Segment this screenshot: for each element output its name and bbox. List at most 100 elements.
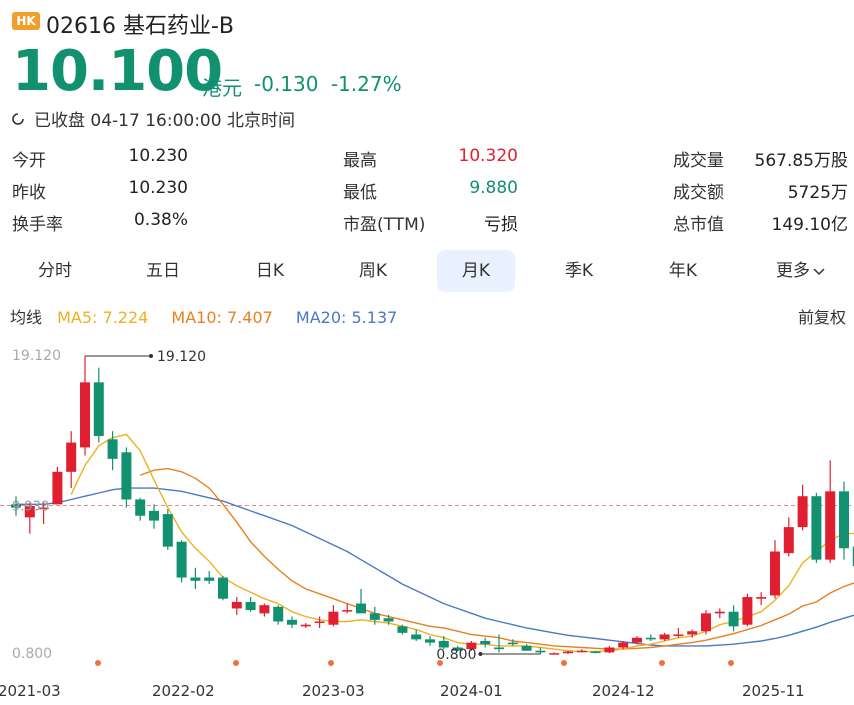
candle xyxy=(507,639,518,646)
candle xyxy=(383,614,394,625)
event-marker-dot xyxy=(437,660,443,666)
stat-label-market-cap: 总市值 xyxy=(673,215,724,235)
candle xyxy=(425,636,435,646)
stat-label-open: 今开 xyxy=(12,151,46,171)
candle xyxy=(259,603,270,617)
stat-label-low: 最低 xyxy=(343,183,377,203)
candle xyxy=(245,597,256,612)
candle-body xyxy=(494,647,504,650)
candle xyxy=(714,608,725,619)
candle xyxy=(38,501,49,524)
tab-five-day[interactable]: 五日 xyxy=(146,261,180,281)
x-tick-label: 2024-12 xyxy=(592,682,655,700)
tab-weekly-k[interactable]: 周K xyxy=(358,261,388,281)
candle-body xyxy=(797,496,808,528)
max-marker-dot xyxy=(149,354,153,358)
last-price-label: 9.930 xyxy=(12,499,49,514)
candle xyxy=(314,616,325,628)
min-marker-dot xyxy=(478,652,483,656)
candle-body xyxy=(356,603,366,614)
stat-value-high: 10.320 xyxy=(458,146,518,166)
change-value: -0.130 xyxy=(254,72,319,96)
candle-body xyxy=(811,496,822,560)
candle xyxy=(770,540,780,599)
tab-daily-k[interactable]: 日K xyxy=(255,261,285,281)
candle xyxy=(190,567,201,589)
candle xyxy=(618,640,629,650)
event-marker-dot xyxy=(728,660,734,666)
candlestick-chart[interactable]: 19.120 0.800 9.930 19.120 0.800 2021-03 2022-… xyxy=(0,336,854,705)
candle xyxy=(659,632,670,641)
candle-body xyxy=(783,527,794,554)
stat-label-turnover: 成交额 xyxy=(673,183,724,203)
stock-title: 02616 基石药业-B xyxy=(46,14,235,39)
candle xyxy=(632,636,642,645)
ma10-legend: MA10: 7.407 xyxy=(171,308,273,327)
candle-body xyxy=(204,577,215,581)
candle-body xyxy=(632,637,642,643)
market-status: 已收盘 04-17 16:00:00 北京时间 xyxy=(10,106,295,131)
candle-body xyxy=(411,634,422,640)
y-bottom-label: 0.800 xyxy=(12,646,52,662)
ma10-line xyxy=(139,467,854,650)
candle-body xyxy=(328,611,339,625)
candle-body xyxy=(52,471,63,505)
candle-body xyxy=(121,452,132,500)
tab-quarterly-k[interactable]: 季K xyxy=(564,261,594,281)
candle-body xyxy=(480,640,491,645)
candle xyxy=(287,616,297,628)
candle-body xyxy=(383,618,394,622)
stat-value-turnover: 5725万 xyxy=(787,183,848,203)
candle-body xyxy=(287,619,297,625)
candle xyxy=(480,637,491,648)
candle-body xyxy=(659,634,670,640)
x-tick-label: 2025-11 xyxy=(742,682,805,700)
candle xyxy=(645,634,656,641)
event-marker-dot xyxy=(561,660,567,666)
candle-body xyxy=(728,611,739,627)
ma5-legend: MA5: 7.224 xyxy=(57,308,149,327)
candle-body xyxy=(590,651,601,654)
x-tick-label: 2021-03 xyxy=(0,682,61,700)
candle xyxy=(342,603,353,614)
candle-body xyxy=(66,442,77,472)
refresh-icon[interactable] xyxy=(10,111,26,127)
candle xyxy=(273,605,284,625)
candle-body xyxy=(673,634,684,636)
candle xyxy=(452,645,463,651)
candle-body xyxy=(452,647,463,651)
tab-intraday[interactable]: 分时 xyxy=(38,261,72,281)
tab-more[interactable]: 更多 xyxy=(756,250,846,292)
candle-body xyxy=(259,605,270,614)
candle-body xyxy=(839,491,849,549)
candle-body xyxy=(549,653,560,655)
candle xyxy=(701,610,711,635)
candle-body xyxy=(756,597,767,599)
candle xyxy=(604,645,615,654)
candle-body xyxy=(245,601,256,611)
ma-legend-label: 均线 xyxy=(10,308,43,327)
candle xyxy=(563,650,573,654)
stat-value-low: 9.880 xyxy=(469,178,518,198)
price-change: -0.130 -1.27% xyxy=(254,72,402,96)
candle-body xyxy=(80,382,90,448)
tab-yearly-k[interactable]: 年K xyxy=(668,261,698,281)
candle xyxy=(535,647,546,654)
candle-body xyxy=(701,613,711,632)
candle xyxy=(24,502,35,534)
adjust-mode-button[interactable]: 前复权 xyxy=(797,308,846,327)
candle-body xyxy=(162,514,173,547)
event-marker-dot xyxy=(233,660,239,666)
market-badge: HK xyxy=(12,12,40,30)
candle xyxy=(397,624,408,635)
candle xyxy=(231,597,242,615)
stat-label-pe: 市盈(TTM) xyxy=(343,215,426,235)
candle-body xyxy=(11,504,21,508)
candle xyxy=(93,367,104,443)
candles xyxy=(11,356,854,655)
tab-monthly-k[interactable]: 月K xyxy=(437,250,515,292)
candle-body xyxy=(770,551,780,596)
candle xyxy=(783,517,794,557)
candle-body xyxy=(466,642,477,650)
candle-body xyxy=(618,642,629,648)
